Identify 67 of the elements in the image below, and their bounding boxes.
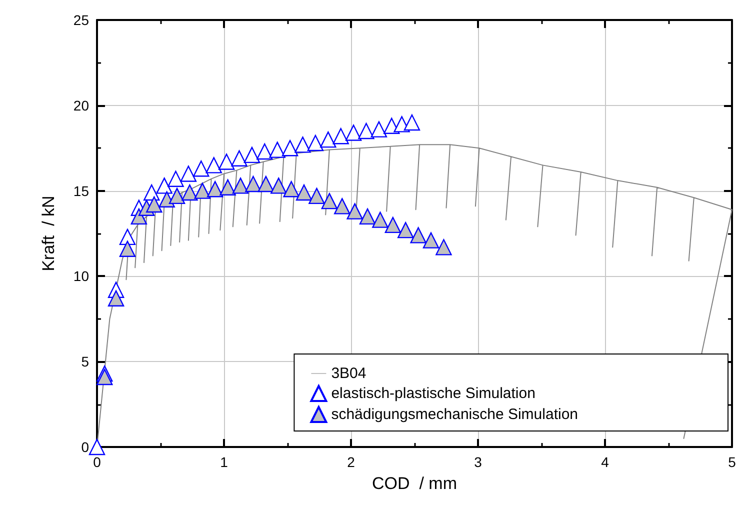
point bbox=[359, 208, 376, 225]
point bbox=[182, 184, 198, 201]
point bbox=[320, 131, 336, 148]
point bbox=[206, 157, 222, 174]
point bbox=[193, 160, 210, 177]
point bbox=[96, 368, 113, 386]
point bbox=[384, 216, 402, 234]
point bbox=[398, 222, 414, 238]
y-tick-label: 0 bbox=[81, 439, 90, 455]
point bbox=[283, 180, 300, 198]
point bbox=[258, 176, 274, 192]
x-tick-label: 1 bbox=[220, 454, 228, 470]
point bbox=[218, 154, 235, 170]
point bbox=[146, 196, 162, 213]
point bbox=[270, 178, 287, 194]
point bbox=[358, 122, 374, 140]
point bbox=[232, 178, 249, 194]
point bbox=[220, 179, 236, 196]
legend-label: 3B04 bbox=[331, 365, 366, 382]
point bbox=[269, 142, 286, 158]
point bbox=[294, 136, 311, 153]
point bbox=[244, 146, 260, 164]
x-tick-label: 2 bbox=[347, 454, 356, 470]
point bbox=[158, 191, 175, 208]
point bbox=[119, 228, 136, 246]
point bbox=[231, 150, 248, 166]
point bbox=[334, 198, 350, 214]
point bbox=[321, 192, 338, 210]
point bbox=[180, 166, 197, 182]
point bbox=[168, 170, 184, 187]
point bbox=[194, 182, 211, 199]
x-tick-label: 4 bbox=[601, 454, 610, 470]
point bbox=[207, 180, 224, 198]
point bbox=[410, 227, 426, 244]
point bbox=[346, 203, 363, 220]
point bbox=[345, 124, 362, 141]
point bbox=[372, 212, 388, 228]
point bbox=[245, 176, 262, 192]
point bbox=[307, 134, 324, 152]
point bbox=[332, 128, 349, 144]
x-tick-label: 0 bbox=[93, 454, 102, 470]
y-axis-title: Kraft / kN bbox=[39, 196, 58, 272]
x-tick-label: 5 bbox=[728, 454, 736, 470]
point bbox=[282, 140, 298, 156]
point bbox=[88, 438, 106, 456]
y-tick-label: 25 bbox=[73, 12, 90, 28]
point bbox=[119, 240, 136, 257]
x-axis-title: COD / mm bbox=[372, 474, 457, 493]
y-tick-label: 15 bbox=[73, 182, 90, 199]
point bbox=[422, 232, 440, 248]
point bbox=[168, 188, 186, 204]
point bbox=[256, 143, 273, 160]
point bbox=[308, 188, 325, 204]
y-tick-label: 20 bbox=[73, 97, 90, 114]
point bbox=[130, 208, 148, 225]
point bbox=[370, 121, 388, 138]
legend-label: schädigungsmechanische Simulation bbox=[331, 406, 578, 423]
point bbox=[296, 184, 312, 201]
point bbox=[156, 178, 172, 194]
point bbox=[144, 184, 160, 201]
point bbox=[404, 114, 420, 131]
x-tick-label: 3 bbox=[474, 454, 482, 470]
point bbox=[436, 239, 452, 256]
y-tick-label: 10 bbox=[73, 268, 90, 284]
y-tick-label: 5 bbox=[81, 354, 90, 370]
point bbox=[108, 290, 124, 307]
legend-label: elastisch-plastische Simulation bbox=[331, 385, 536, 402]
